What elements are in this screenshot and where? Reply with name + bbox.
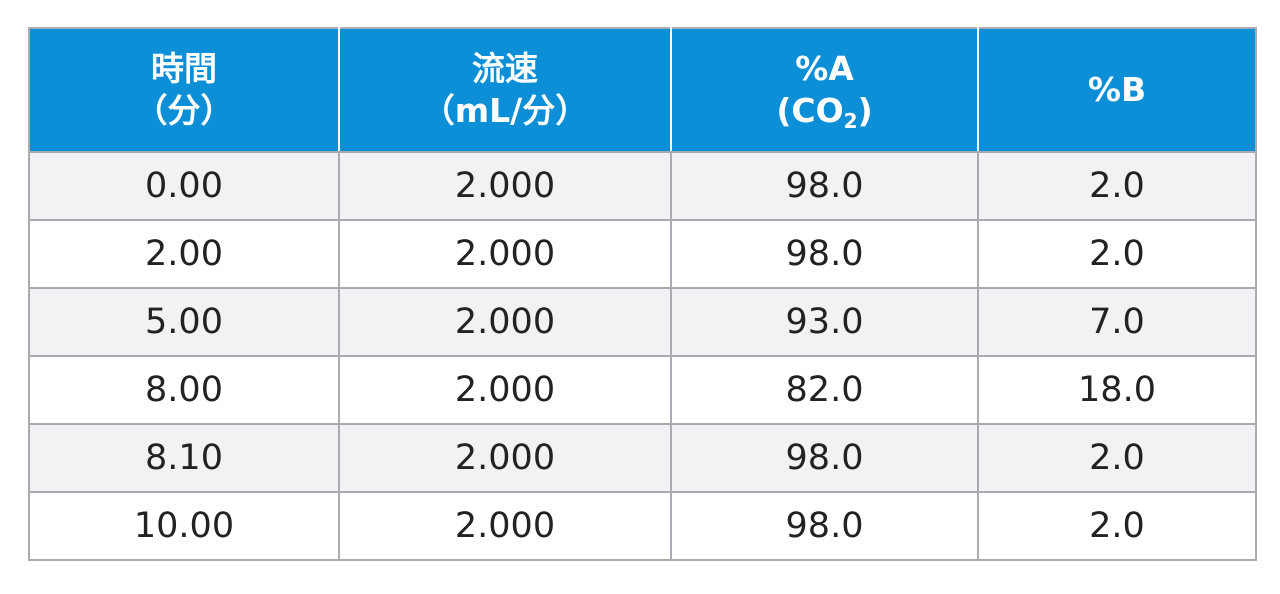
table-row: 10.00 2.000 98.0 2.0 [28,491,1257,561]
table-row: 5.00 2.000 93.0 7.0 [28,287,1257,357]
header-flow-rate-unit: （mL/分） [421,91,589,130]
gradient-table: 時間 （分） 流速 （mL/分） %A (CO2) %B 0.00 2.0 [28,27,1257,561]
cell-time: 10.00 [28,491,340,561]
header-percent-a-solvent-suffix: ) [857,91,873,130]
cell-percent-a: 98.0 [670,219,979,289]
cell-percent-b: 2.0 [977,151,1257,221]
cell-percent-a: 98.0 [670,151,979,221]
cell-time: 2.00 [28,219,340,289]
cell-percent-a: 98.0 [670,423,979,493]
cell-time: 8.10 [28,423,340,493]
cell-time: 0.00 [28,151,340,221]
cell-flow-rate: 2.000 [338,423,672,493]
cell-percent-b: 2.0 [977,219,1257,289]
header-row: 時間 （分） 流速 （mL/分） %A (CO2) %B [28,27,1257,153]
header-percent-b: %B [977,27,1257,153]
header-time-unit: （分） [134,91,234,130]
cell-percent-b: 18.0 [977,355,1257,425]
header-percent-a-solvent-prefix: (CO [776,91,844,130]
cell-flow-rate: 2.000 [338,287,672,357]
header-percent-b-label: %B [1087,70,1147,109]
cell-percent-a: 82.0 [670,355,979,425]
header-percent-a-label: %A [795,49,854,88]
table-row: 0.00 2.000 98.0 2.0 [28,151,1257,221]
cell-flow-rate: 2.000 [338,355,672,425]
header-percent-a: %A (CO2) [670,27,979,153]
cell-flow-rate: 2.000 [338,151,672,221]
cell-percent-b: 7.0 [977,287,1257,357]
cell-percent-a: 93.0 [670,287,979,357]
table-row: 2.00 2.000 98.0 2.0 [28,219,1257,289]
cell-flow-rate: 2.000 [338,491,672,561]
header-flow-rate-label: 流速 [472,49,538,88]
header-time-label: 時間 [151,49,217,88]
cell-percent-b: 2.0 [977,423,1257,493]
cell-percent-a: 98.0 [670,491,979,561]
header-percent-a-solvent-subscript: 2 [843,109,858,133]
cell-time: 5.00 [28,287,340,357]
header-percent-a-solvent: (CO2) [672,90,977,132]
cell-time: 8.00 [28,355,340,425]
table-row: 8.10 2.000 98.0 2.0 [28,423,1257,493]
table-row: 8.00 2.000 82.0 18.0 [28,355,1257,425]
header-time: 時間 （分） [28,27,340,153]
cell-percent-b: 2.0 [977,491,1257,561]
gradient-table-container: 時間 （分） 流速 （mL/分） %A (CO2) %B 0.00 2.0 [28,27,1257,561]
header-flow-rate: 流速 （mL/分） [338,27,672,153]
cell-flow-rate: 2.000 [338,219,672,289]
